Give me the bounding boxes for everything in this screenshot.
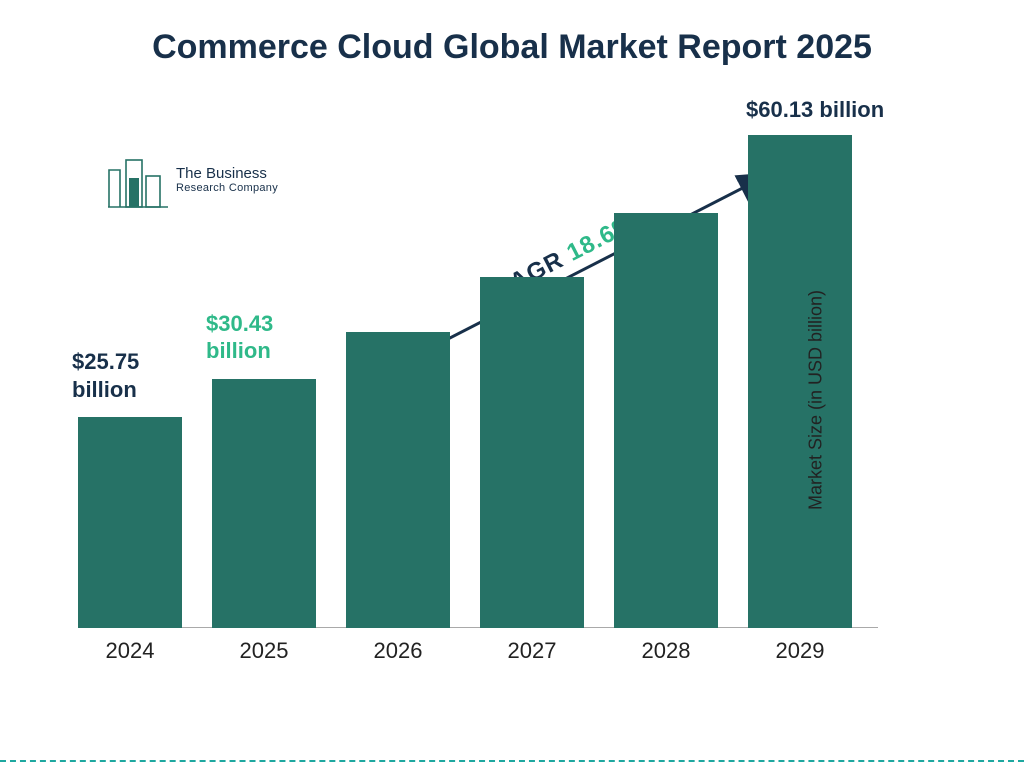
bar-slot: 2026 [346, 332, 450, 628]
x-axis-tick-label: 2027 [508, 628, 557, 664]
bar-slot: 2025 [212, 379, 316, 628]
bar-chart: $25.75billion $30.43billion $60.13 billi… [78, 120, 918, 680]
x-axis-tick-label: 2029 [776, 628, 825, 664]
bar [78, 417, 182, 628]
x-axis-tick-label: 2025 [240, 628, 289, 664]
bar [614, 213, 718, 628]
bar-slot: 2024 [78, 417, 182, 628]
bar-slot: 2027 [480, 277, 584, 628]
x-axis-tick-label: 2028 [642, 628, 691, 664]
bar [346, 332, 450, 628]
bar-slot: 2028 [614, 213, 718, 628]
bar [748, 135, 852, 628]
bar-slot: 2029 [748, 135, 852, 628]
x-axis-tick-label: 2024 [106, 628, 155, 664]
callout-2029: $60.13 billion [746, 96, 884, 124]
footer-divider [0, 760, 1024, 762]
chart-title: Commerce Cloud Global Market Report 2025 [0, 28, 1024, 67]
y-axis-label: Market Size (in USD billion) [805, 290, 826, 510]
bar [212, 379, 316, 628]
callout-2025: $30.43billion [206, 310, 273, 365]
x-axis-tick-label: 2026 [374, 628, 423, 664]
callout-2024: $25.75billion [72, 348, 139, 403]
bar [480, 277, 584, 628]
